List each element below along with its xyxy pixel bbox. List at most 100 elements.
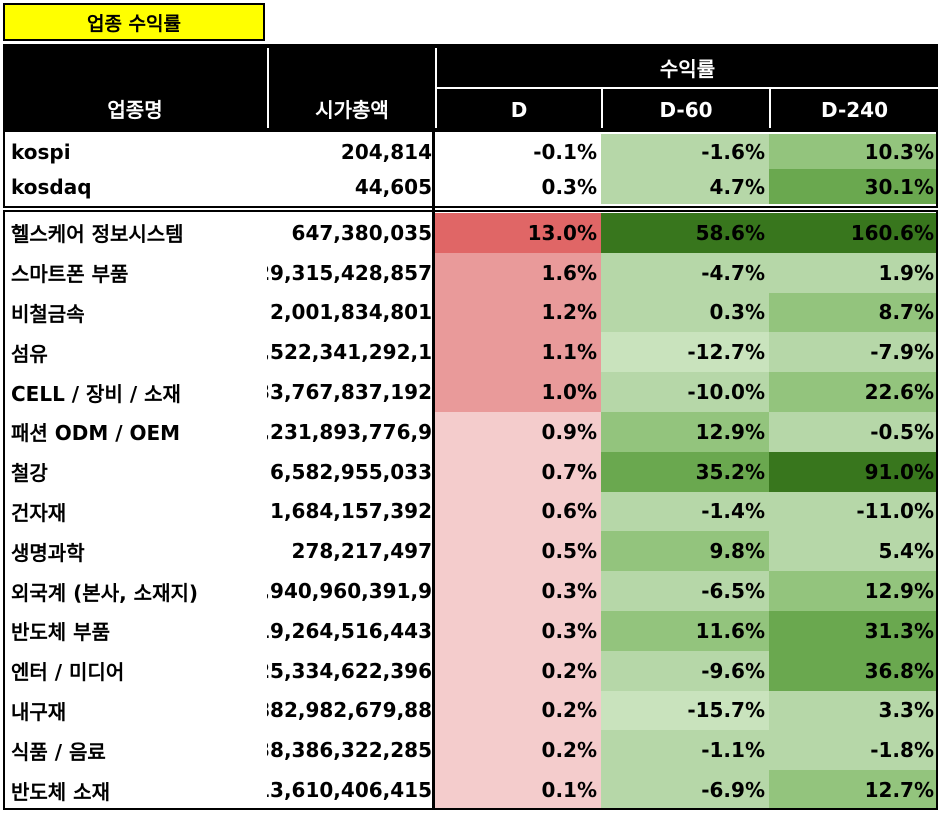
header-divider: [769, 89, 771, 128]
market-cap-cell: 204,814: [340, 139, 432, 164]
market-cap-cell: 5,231,893,776,9: [267, 419, 432, 444]
sector-name-cell: 식품 / 음료: [11, 739, 106, 764]
header-sector-name: 업종명: [107, 98, 163, 122]
sector-name-cell: kosdaq: [11, 174, 92, 199]
return-d60-cell: -15.7%: [601, 690, 769, 731]
return-d240-cell: 8.7%: [769, 292, 938, 333]
return-d240-cell: 31.3%: [769, 611, 938, 651]
market-cap-cell: 25,334,622,396: [267, 658, 432, 683]
sector-name-cell: 섬유: [11, 341, 48, 366]
sector-name-cell: 철강: [11, 461, 48, 486]
return-d60-cell: 9.8%: [601, 531, 769, 572]
return-d240-cell: -1.8%: [769, 730, 938, 771]
market-cap-cell: 2,940,960,391,9: [267, 579, 432, 604]
sector-name-cell: 비철금속: [11, 301, 85, 326]
return-d60-cell: -12.7%: [601, 332, 769, 373]
table-row: 내구재 882,982,679,88 0.2% -15.7% 3.3%: [3, 690, 938, 731]
return-d-cell: -0.1%: [533, 139, 597, 164]
header-divider: [437, 87, 938, 89]
market-cap-cell: 33,767,837,192: [267, 380, 432, 405]
return-d240-cell: 5.4%: [769, 531, 938, 572]
return-d240-cell: -7.9%: [769, 332, 938, 373]
market-cap-cell: 278,217,497: [291, 539, 432, 564]
return-d240-cell: 12.7%: [769, 770, 938, 810]
return-d-cell: 0.2%: [435, 690, 601, 731]
table-row: 반도체 부품 19,264,516,443 0.3% 11.6% 31.3%: [3, 611, 938, 651]
sector-name-cell: 스마트폰 부품: [11, 262, 129, 287]
table-row: 헬스케어 정보시스템 647,380,035 13.0% 58.6% 160.6%: [3, 213, 938, 253]
market-cap-cell: 29,315,428,857: [267, 260, 432, 285]
return-d-cell: 1.1%: [435, 332, 601, 373]
return-d240-cell: 160.6%: [769, 213, 938, 253]
market-cap-cell: 2,001,834,801: [270, 300, 432, 325]
table-row: 외국계 (본사, 소재지) 2,940,960,391,90.3%-6.5%12.…: [3, 571, 938, 611]
market-cap-cell: 1,684,157,392: [270, 499, 432, 524]
table-row: 스마트폰 부품 29,315,428,857 1.6% -4.7% 1.9%: [3, 252, 938, 293]
return-d60-cell: -10.0%: [601, 372, 769, 412]
market-cap-cell: 882,982,679,88: [267, 698, 432, 723]
return-d60-cell: 12.9%: [601, 412, 769, 452]
table-row: 반도체 소재 13,610,406,415 0.1% -6.9% 12.7%: [3, 770, 938, 810]
return-d60-cell: -6.9%: [601, 770, 769, 810]
header-divider: [435, 48, 437, 128]
return-d240-cell: 10.3%: [769, 134, 938, 169]
return-d240-cell: 30.1%: [769, 169, 938, 204]
market-cap-cell: 6,582,955,033: [270, 459, 432, 484]
table-row: CELL / 장비 / 소재 33,767,837,192 1.0% -10.0% 22…: [3, 372, 938, 412]
sector-name-cell: CELL / 장비 / 소재: [11, 381, 181, 406]
return-d-cell: 0.3%: [435, 571, 601, 611]
table-row: 비철금속 2,001,834,801 1.2% 0.3% 8.7%: [3, 292, 938, 333]
market-cap-cell: 13,610,406,415: [267, 778, 432, 803]
return-d60-cell: 58.6%: [601, 213, 769, 253]
sector-name-cell: 패션 ODM / OEM: [11, 421, 181, 446]
table-row: 식품 / 음료 38,386,322,285 0.2% -1.1% -1.8%: [3, 730, 938, 771]
return-d60-cell: -1.6%: [601, 134, 769, 169]
sector-name-cell: 헬스케어 정보시스템: [11, 222, 184, 247]
sector-name-cell: 엔터 / 미디어: [11, 660, 125, 685]
table-title: 업종 수익률: [3, 3, 265, 41]
table-row: 철강 6,582,955,033 0.7% 35.2% 91.0%: [3, 451, 938, 492]
header-market-cap: 시가총액: [315, 98, 389, 122]
return-d60-cell: -6.5%: [601, 571, 769, 611]
header-d60: D-60: [659, 97, 713, 122]
sector-name-cell: 생명과학: [11, 540, 85, 565]
table-row: 섬유 2,522,341,292,11.1%-12.7%-7.9%: [3, 332, 938, 373]
table-row: kosdaq 44,605 0.3% 4.7% 30.1%: [3, 169, 938, 204]
return-d-cell: 1.2%: [435, 292, 601, 333]
column-divider: [432, 130, 435, 810]
header-returns-group: 수익률: [659, 57, 716, 81]
market-cap-cell: 44,605: [354, 174, 432, 199]
return-d-cell: 0.9%: [435, 412, 601, 452]
table-row: 패션 ODM / OEM 5,231,893,776,90.9%12.9%-0.5…: [3, 412, 938, 452]
sector-name-cell: 외국계 (본사, 소재지): [11, 580, 199, 605]
table-row: 엔터 / 미디어 25,334,622,396 0.2% -9.6% 36.8%: [3, 650, 938, 691]
header-divider: [267, 48, 269, 128]
table-row: 생명과학 278,217,497 0.5% 9.8% 5.4%: [3, 531, 938, 572]
return-d240-cell: -0.5%: [769, 412, 938, 452]
return-d-cell: 1.6%: [435, 252, 601, 293]
return-d-cell: 0.6%: [435, 491, 601, 532]
market-cap-cell: 38,386,322,285: [267, 738, 432, 763]
return-d240-cell: 12.9%: [769, 571, 938, 611]
return-d-cell: 13.0%: [435, 213, 601, 253]
return-d60-cell: 11.6%: [601, 611, 769, 651]
return-d60-cell: 4.7%: [601, 169, 769, 204]
return-d-cell: 0.3%: [435, 611, 601, 651]
return-d-cell: 1.0%: [435, 372, 601, 412]
return-d-cell: 0.5%: [435, 531, 601, 572]
return-d240-cell: 3.3%: [769, 690, 938, 731]
return-d-cell: 0.3%: [541, 174, 597, 199]
return-d-cell: 0.2%: [435, 730, 601, 771]
return-d240-cell: 1.9%: [769, 252, 938, 293]
market-cap-cell: 647,380,035: [291, 220, 432, 245]
sector-name-cell: 반도체 부품: [11, 620, 110, 645]
market-cap-cell: 2,522,341,292,1: [267, 340, 432, 365]
return-d60-cell: -1.1%: [601, 730, 769, 771]
sector-name-cell: 건자재: [11, 500, 67, 525]
table-header: 업종명 시가총액 수익률 D D-60 D-240: [3, 44, 938, 130]
sector-name-cell: 반도체 소재: [11, 779, 110, 804]
table-row: kospi 204,814 -0.1% -1.6% 10.3%: [3, 134, 938, 169]
return-d240-cell: 91.0%: [769, 451, 938, 492]
return-d240-cell: -11.0%: [769, 491, 938, 532]
return-d60-cell: -4.7%: [601, 252, 769, 293]
